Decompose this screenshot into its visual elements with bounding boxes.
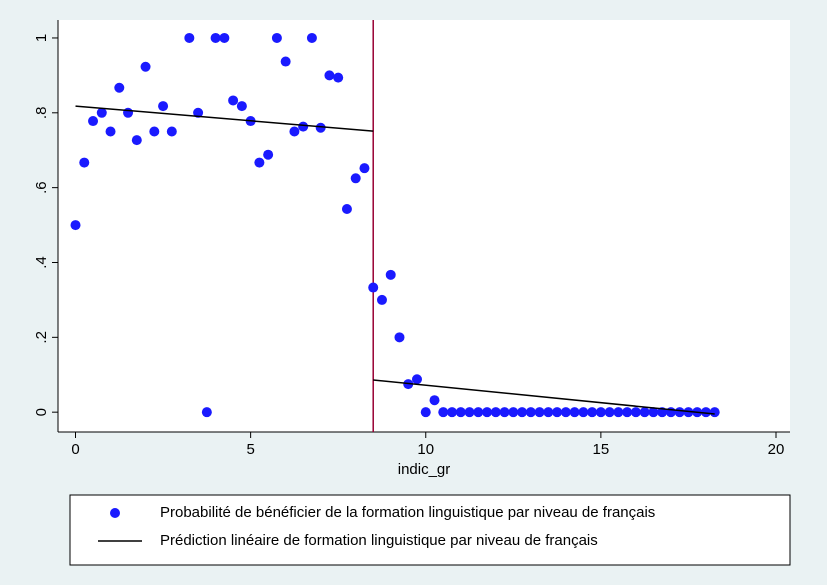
x-tick-label: 20	[768, 441, 785, 458]
point	[324, 70, 335, 81]
point	[341, 203, 352, 214]
x-tick-label: 10	[417, 441, 434, 458]
point	[508, 407, 519, 418]
y-tick-label: 1	[33, 34, 50, 42]
fit-line	[75, 105, 374, 132]
point	[140, 61, 151, 72]
point	[289, 126, 300, 137]
point	[184, 32, 195, 43]
point	[166, 126, 177, 137]
point	[499, 407, 510, 418]
point	[333, 72, 344, 83]
point	[613, 407, 624, 418]
point	[123, 107, 134, 118]
y-tick-label: .6	[33, 181, 50, 194]
point	[228, 95, 239, 106]
point	[552, 407, 563, 418]
point	[114, 82, 125, 93]
point	[193, 107, 204, 118]
y-tick-label: .4	[33, 256, 50, 269]
point	[236, 101, 247, 112]
point	[517, 407, 528, 418]
point	[709, 407, 720, 418]
point	[543, 407, 554, 418]
point	[578, 407, 589, 418]
point	[88, 116, 99, 127]
fit-line	[373, 379, 715, 415]
y-tick-label: 0	[33, 408, 50, 416]
point	[411, 374, 422, 385]
point	[385, 269, 396, 280]
point	[630, 407, 641, 418]
point	[490, 407, 501, 418]
point	[149, 126, 160, 137]
point	[604, 407, 615, 418]
point	[70, 220, 81, 231]
x-tick-label: 0	[71, 441, 79, 458]
point	[158, 101, 169, 112]
point	[306, 32, 317, 43]
point	[271, 32, 282, 43]
point	[96, 107, 107, 118]
point	[376, 294, 387, 305]
point	[359, 163, 370, 174]
point	[622, 407, 633, 418]
point	[105, 126, 116, 137]
point	[201, 407, 212, 418]
point	[700, 407, 711, 418]
point	[219, 32, 230, 43]
point	[210, 32, 221, 43]
point	[438, 407, 449, 418]
legend-marker	[110, 508, 120, 518]
point	[394, 332, 405, 343]
point	[587, 407, 598, 418]
point	[473, 407, 484, 418]
x-tick-label: 5	[246, 441, 254, 458]
legend	[69, 494, 791, 566]
point	[464, 407, 475, 418]
point	[595, 407, 606, 418]
point	[482, 407, 493, 418]
y-tick-label: .8	[33, 107, 50, 120]
point	[639, 407, 650, 418]
y-tick-label: .2	[33, 331, 50, 344]
x-axis-title: indic_gr	[398, 461, 451, 478]
point	[350, 173, 361, 184]
legend-label: Prédiction linéaire de formation linguis…	[160, 532, 598, 549]
point	[315, 122, 326, 133]
x-tick-label: 15	[593, 441, 610, 458]
point	[420, 407, 431, 418]
point	[280, 56, 291, 67]
legend-label: Probabilité de bénéficier de la formatio…	[160, 504, 655, 521]
point	[254, 157, 265, 168]
point	[429, 395, 440, 406]
point	[648, 407, 659, 418]
plot-area	[58, 20, 790, 432]
point	[674, 407, 685, 418]
point	[560, 407, 571, 418]
point	[447, 407, 458, 418]
point	[263, 149, 274, 160]
point	[455, 407, 466, 418]
point	[131, 135, 142, 146]
point	[298, 121, 309, 132]
point	[525, 407, 536, 418]
point	[534, 407, 545, 418]
point	[79, 157, 90, 168]
point	[368, 282, 379, 293]
point	[569, 407, 580, 418]
